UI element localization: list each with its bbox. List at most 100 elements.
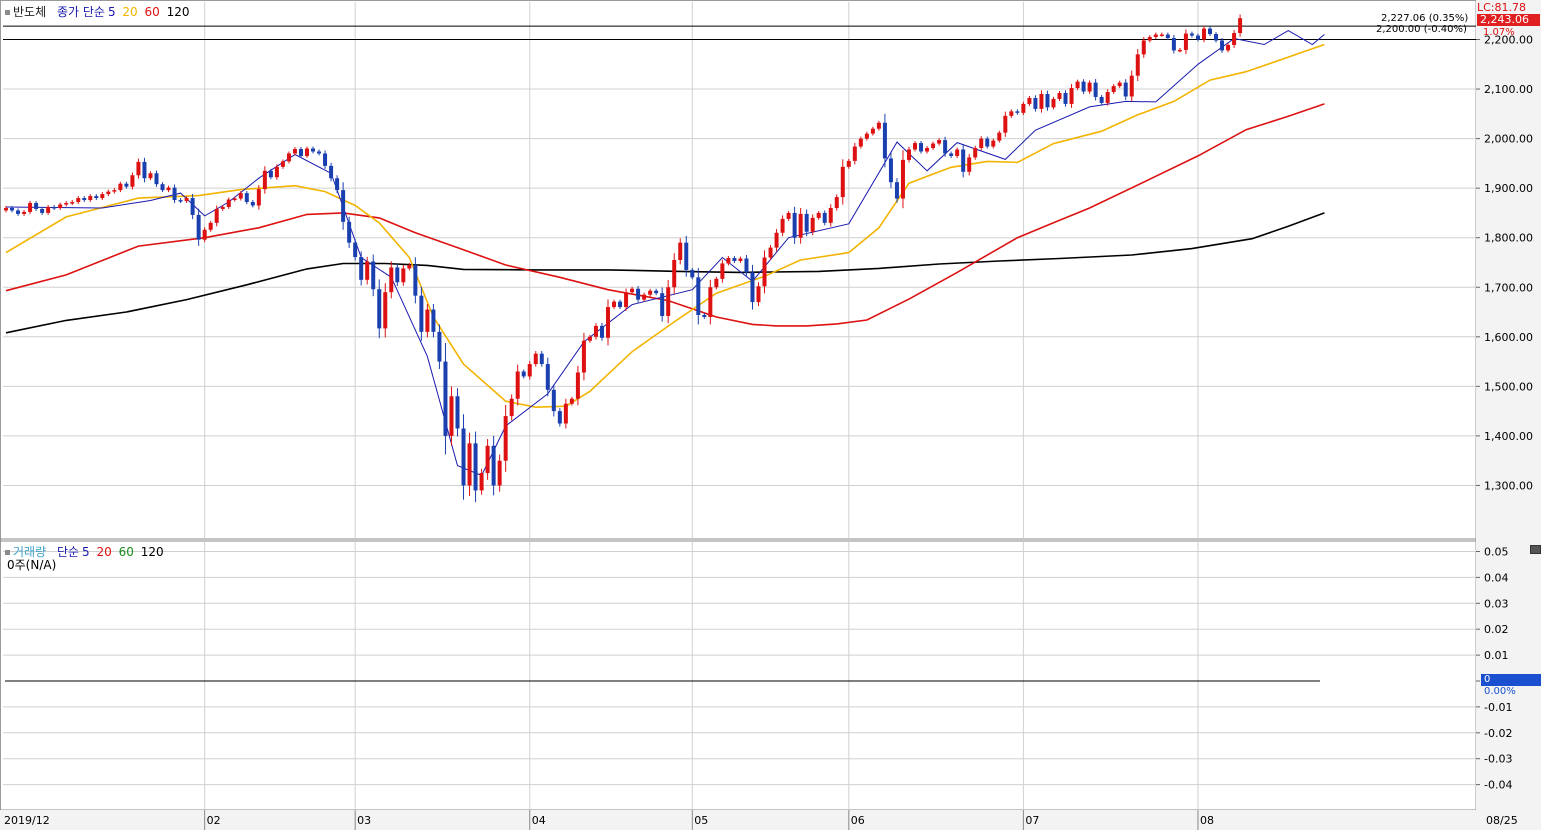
change-pct: 1.07%: [1483, 27, 1515, 38]
candle-body: [569, 398, 574, 404]
price-legend-ma120: 120: [166, 5, 190, 19]
candle-body: [220, 206, 225, 209]
candle-body: [563, 403, 568, 424]
candle-body: [599, 325, 604, 338]
candle-body: [732, 258, 737, 261]
candle-body: [539, 353, 544, 365]
candle-body: [202, 229, 207, 240]
candle-body: [690, 269, 695, 278]
candle-body: [672, 259, 677, 288]
candle-body: [491, 445, 496, 486]
candle-body: [1051, 98, 1056, 108]
volume-y-tick-label: 0.04: [1484, 571, 1509, 584]
volume-y-tick-label: -0.01: [1484, 701, 1512, 714]
candle-body: [389, 267, 394, 293]
candle-body: [840, 166, 845, 198]
candle-body: [419, 295, 424, 332]
x-tick-label: 08: [1200, 814, 1214, 827]
candle-body: [238, 193, 243, 199]
candle-body: [750, 272, 755, 303]
candle-body: [744, 258, 749, 273]
candle-body: [1189, 33, 1194, 36]
candle-body: [172, 187, 177, 201]
price-y-tick-label: 2,200.00: [1484, 34, 1533, 47]
lc-label: LC:81.78: [1477, 1, 1527, 14]
candle-body: [720, 263, 725, 279]
candle-body: [341, 190, 346, 222]
volume-y-tick-label: -0.02: [1484, 727, 1512, 740]
candle-body: [768, 247, 773, 258]
x-tick-label: 06: [851, 814, 865, 827]
candle-body: [726, 258, 731, 264]
candle-body: [58, 204, 63, 208]
candle-body: [250, 202, 255, 206]
candle-body: [967, 157, 972, 172]
candle-body: [347, 221, 352, 243]
candle-body: [1232, 33, 1237, 45]
price-y-tick-label: 1,700.00: [1484, 281, 1533, 294]
candle-body: [1033, 97, 1038, 109]
candle-body: [305, 148, 309, 156]
candle-body: [395, 267, 400, 283]
line-high-label: 2,227.06 (0.35%): [1381, 13, 1469, 24]
candle-body: [1177, 49, 1182, 52]
candle-body: [1099, 96, 1104, 103]
candle-body: [280, 161, 285, 167]
candle-body: [858, 138, 863, 147]
candle-body: [702, 314, 707, 317]
candle-body: [907, 149, 911, 160]
candle-body: [900, 159, 905, 199]
candle-body: [413, 264, 418, 296]
candle-body: [774, 232, 779, 248]
candle-body: [624, 292, 629, 308]
candle-body: [208, 222, 213, 230]
candle-body: [1171, 38, 1176, 51]
price-legend-name: 반도체: [13, 5, 47, 19]
price-y-tick-label: 1,400.00: [1484, 430, 1533, 443]
candle-body: [1183, 33, 1188, 50]
candle-body: [979, 138, 984, 149]
price-y-tick-label: 1,600.00: [1484, 331, 1533, 344]
candle-body: [1147, 37, 1152, 41]
price-y-tick-label: 1,800.00: [1484, 232, 1533, 245]
pane-close-icon[interactable]: [1530, 545, 1541, 554]
candle-body: [178, 200, 183, 202]
candle-body: [1111, 86, 1116, 93]
candle-body: [226, 199, 231, 207]
candle-body: [943, 140, 948, 154]
candle-body: [154, 173, 159, 185]
candle-body: [581, 340, 586, 373]
candle-body: [425, 309, 430, 332]
candle-body: [1214, 34, 1219, 41]
candle-body: [311, 148, 316, 152]
candle-body: [76, 198, 81, 203]
candle-body: [286, 153, 291, 162]
candle-body: [443, 361, 448, 436]
x-tick-label: 03: [357, 814, 371, 827]
x-tick-label: 2019/12: [4, 814, 50, 827]
candle-body: [991, 140, 996, 147]
candle-body: [1117, 82, 1122, 87]
candle-body: [1153, 34, 1158, 38]
candle-body: [913, 143, 918, 150]
candle-body: [1087, 82, 1092, 92]
candle-body: [1195, 35, 1200, 40]
volume-y-tick-label: 0.01: [1484, 649, 1509, 662]
candle-body: [606, 307, 610, 338]
candle-body: [100, 194, 105, 199]
candle-body: [575, 372, 580, 399]
candle-body: [214, 208, 219, 223]
candle-body: [925, 148, 930, 152]
candle-body: [148, 173, 153, 179]
candle-body: [16, 210, 21, 214]
volume-zero-pct: 0.00%: [1484, 686, 1516, 697]
candle-body: [666, 287, 671, 316]
price-y-tick-label: 1,900.00: [1484, 182, 1533, 195]
price-legend-ma60: 60: [144, 5, 160, 19]
candle-body: [1135, 54, 1140, 76]
candle-body: [130, 175, 135, 187]
candle-body: [52, 206, 57, 209]
volume-y-tick-label: 0.03: [1484, 597, 1509, 610]
